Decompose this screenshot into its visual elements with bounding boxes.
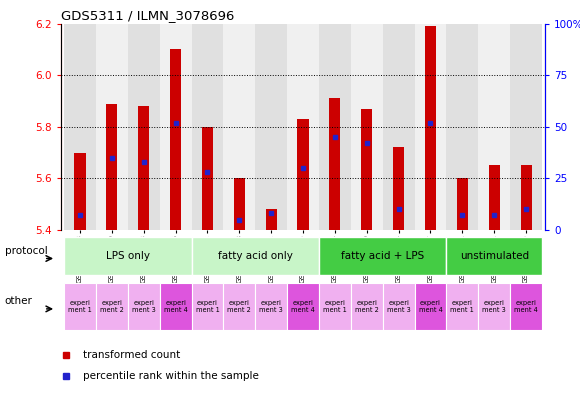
- Bar: [393, 147, 404, 230]
- Bar: [106, 103, 118, 230]
- Bar: [510, 283, 542, 330]
- Bar: [478, 283, 510, 330]
- Text: experi
ment 2: experi ment 2: [227, 300, 251, 313]
- Bar: [160, 24, 191, 230]
- Text: transformed count: transformed count: [83, 350, 180, 360]
- Text: experi
ment 3: experi ment 3: [259, 300, 283, 313]
- Text: experi
ment 3: experi ment 3: [132, 300, 155, 313]
- Text: experi
ment 1: experi ment 1: [195, 300, 219, 313]
- Bar: [447, 283, 478, 330]
- Text: GDS5311 / ILMN_3078696: GDS5311 / ILMN_3078696: [61, 9, 234, 22]
- Bar: [223, 24, 255, 230]
- Text: percentile rank within the sample: percentile rank within the sample: [83, 371, 259, 381]
- Bar: [255, 283, 287, 330]
- Bar: [415, 283, 447, 330]
- Text: experi
ment 4: experi ment 4: [164, 300, 187, 313]
- Text: experi
ment 3: experi ment 3: [387, 300, 411, 313]
- Bar: [457, 178, 468, 230]
- Bar: [287, 24, 319, 230]
- Text: experi
ment 1: experi ment 1: [68, 300, 92, 313]
- Bar: [319, 24, 351, 230]
- Bar: [351, 24, 383, 230]
- Text: LPS only: LPS only: [106, 252, 150, 261]
- Bar: [488, 165, 500, 230]
- Bar: [383, 283, 415, 330]
- Text: experi
ment 1: experi ment 1: [451, 300, 474, 313]
- Bar: [74, 152, 86, 230]
- Bar: [383, 24, 415, 230]
- Bar: [160, 283, 191, 330]
- Text: experi
ment 3: experi ment 3: [483, 300, 506, 313]
- Text: fatty acid only: fatty acid only: [218, 252, 293, 261]
- Bar: [191, 237, 319, 275]
- Text: experi
ment 4: experi ment 4: [514, 300, 538, 313]
- Bar: [351, 283, 383, 330]
- Bar: [425, 26, 436, 230]
- Bar: [64, 24, 96, 230]
- Bar: [329, 98, 340, 230]
- Bar: [96, 283, 128, 330]
- Text: experi
ment 1: experi ment 1: [323, 300, 347, 313]
- Bar: [223, 283, 255, 330]
- Text: experi
ment 2: experi ment 2: [355, 300, 379, 313]
- Bar: [298, 119, 309, 230]
- Bar: [287, 283, 319, 330]
- Bar: [138, 106, 149, 230]
- Bar: [255, 24, 287, 230]
- Bar: [64, 237, 191, 275]
- Text: experi
ment 2: experi ment 2: [100, 300, 124, 313]
- Bar: [478, 24, 510, 230]
- Bar: [96, 24, 128, 230]
- Bar: [415, 24, 447, 230]
- Text: fatty acid + LPS: fatty acid + LPS: [341, 252, 425, 261]
- Bar: [361, 109, 372, 230]
- Text: protocol: protocol: [5, 246, 48, 257]
- Bar: [191, 24, 223, 230]
- Text: other: other: [5, 296, 32, 306]
- Bar: [520, 165, 532, 230]
- Bar: [447, 237, 542, 275]
- Text: unstimulated: unstimulated: [460, 252, 529, 261]
- Text: experi
ment 4: experi ment 4: [291, 300, 315, 313]
- Text: experi
ment 4: experi ment 4: [419, 300, 443, 313]
- Bar: [266, 209, 277, 230]
- Bar: [447, 24, 478, 230]
- Bar: [234, 178, 245, 230]
- Bar: [202, 127, 213, 230]
- Bar: [319, 283, 351, 330]
- Bar: [128, 283, 160, 330]
- Bar: [170, 50, 181, 230]
- Bar: [510, 24, 542, 230]
- Bar: [128, 24, 160, 230]
- Bar: [64, 283, 96, 330]
- Bar: [191, 283, 223, 330]
- Bar: [319, 237, 447, 275]
